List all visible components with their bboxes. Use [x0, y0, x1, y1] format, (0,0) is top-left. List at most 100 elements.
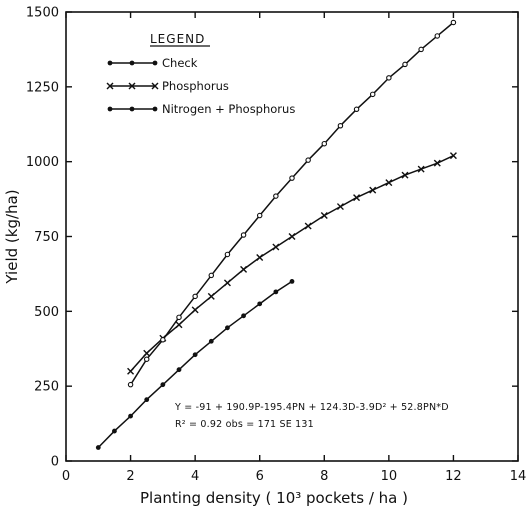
marker-stroke — [385, 179, 393, 187]
data-point — [434, 33, 441, 39]
marker-stroke — [175, 321, 183, 329]
data-point — [240, 265, 248, 273]
x-tick-label: 12 — [445, 469, 462, 484]
marker-stroke — [401, 171, 409, 179]
data-point — [208, 338, 214, 344]
x-tick-label: 4 — [191, 469, 199, 484]
data-point — [223, 279, 231, 287]
data-point — [321, 140, 328, 147]
y-tick-label: 1500 — [26, 6, 59, 21]
data-point — [160, 382, 166, 388]
marker-stroke — [353, 194, 361, 202]
legend: LEGEND Check Phosphorus Nitrogen + Phospho… — [106, 32, 295, 116]
legend-marker — [152, 106, 158, 112]
data-point — [305, 157, 311, 163]
legend-marker — [107, 60, 113, 66]
x-tick-label: 14 — [510, 469, 527, 484]
marker-stroke — [369, 186, 377, 194]
data-point — [208, 272, 215, 279]
legend-marker — [106, 82, 114, 90]
legend-marker — [129, 106, 135, 112]
legend-marker — [129, 60, 135, 66]
data-point — [112, 428, 117, 434]
x-axis-title: Planting density ( 10³ pockets / ha ) — [140, 489, 408, 507]
marker-stroke — [272, 243, 280, 251]
data-point — [417, 165, 425, 173]
marker-stroke — [127, 367, 135, 375]
legend-marker — [128, 82, 136, 90]
data-point — [369, 186, 377, 194]
marker-stroke — [320, 212, 328, 220]
data-point — [176, 367, 182, 373]
equation-annotation: Y = -91 + 190.9P-195.4PN + 124.3D-3.9D² … — [174, 402, 449, 413]
legend-item-1: Phosphorus — [106, 79, 229, 93]
series-layer — [95, 19, 457, 450]
data-point — [128, 413, 133, 419]
data-point — [401, 171, 409, 179]
marker-stroke — [128, 82, 136, 90]
data-point — [144, 397, 150, 403]
data-point — [143, 356, 150, 362]
marker-stroke — [106, 82, 114, 90]
data-point — [160, 337, 166, 343]
data-point — [207, 292, 215, 300]
data-point — [369, 91, 376, 98]
y-tick-label: 500 — [34, 305, 59, 320]
data-point — [273, 193, 279, 199]
x-tick-label: 2 — [126, 469, 134, 484]
series-line — [130, 155, 454, 372]
marker-stroke — [256, 253, 264, 261]
data-point — [320, 212, 328, 220]
data-point — [175, 321, 183, 329]
x-tick-label: 8 — [320, 469, 328, 484]
data-point — [418, 46, 424, 53]
data-point — [256, 253, 264, 261]
data-point — [241, 313, 246, 319]
data-point — [240, 232, 247, 238]
data-point — [402, 61, 408, 68]
y-tick-label: 250 — [34, 380, 59, 395]
marker-stroke — [207, 292, 215, 300]
data-point — [127, 381, 134, 388]
y-tick-label: 0 — [51, 455, 59, 470]
data-point — [353, 194, 361, 202]
marker-stroke — [417, 165, 425, 173]
marker-stroke — [449, 152, 457, 160]
legend-label: Nitrogen + Phosphorus — [162, 102, 295, 116]
x-tick-label: 0 — [62, 469, 70, 484]
data-point — [95, 445, 101, 450]
marker-stroke — [304, 222, 312, 230]
y-tick-label: 1000 — [26, 155, 59, 170]
data-point — [192, 352, 198, 358]
legend-title: LEGEND — [150, 32, 205, 46]
marker-stroke — [240, 265, 248, 273]
y-axis-title: Yield (kg/ha) — [3, 189, 21, 284]
marker-stroke — [336, 203, 344, 211]
data-point — [304, 222, 312, 230]
data-point — [450, 19, 457, 26]
marker-stroke — [151, 82, 159, 90]
data-point — [225, 325, 230, 331]
data-point — [449, 152, 457, 160]
marker-stroke — [191, 306, 199, 314]
series-1 — [127, 152, 457, 375]
legend-marker — [107, 106, 113, 112]
data-point — [385, 179, 393, 187]
y-tick-label: 750 — [34, 230, 59, 245]
data-point — [143, 349, 151, 357]
legend-item-0: Check — [107, 56, 198, 70]
series-0 — [95, 279, 295, 450]
legend-label: Phosphorus — [162, 79, 229, 93]
legend-item-2: Nitrogen + Phosphorus — [107, 102, 295, 116]
marker-stroke — [433, 159, 441, 167]
data-point — [191, 306, 199, 314]
series-2 — [127, 19, 457, 388]
data-point — [273, 289, 279, 295]
marker-stroke — [143, 349, 151, 357]
data-point — [433, 159, 441, 167]
legend-marker — [151, 82, 159, 90]
data-point — [337, 122, 344, 129]
data-point — [289, 175, 295, 181]
data-point — [289, 279, 295, 284]
